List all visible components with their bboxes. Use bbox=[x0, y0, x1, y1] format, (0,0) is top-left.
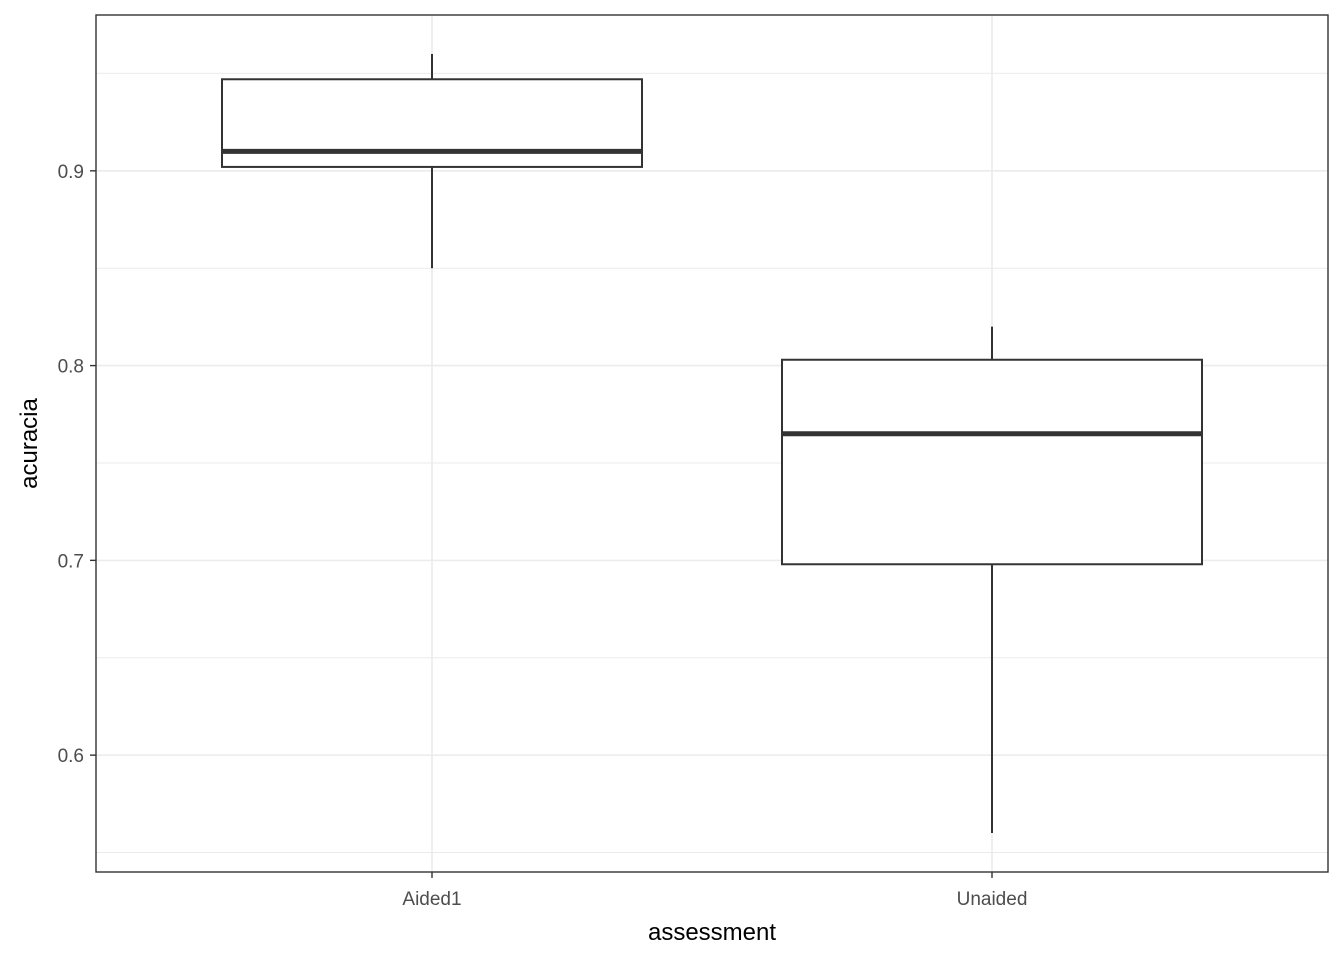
iqr-box bbox=[781, 358, 1203, 566]
x-tick-label: Unaided bbox=[957, 889, 1028, 910]
box-unaided bbox=[781, 326, 1203, 834]
y-tick-label: 0.7 bbox=[58, 551, 84, 572]
box-aided1 bbox=[221, 53, 643, 269]
panel-border bbox=[95, 14, 1329, 873]
major-gridlines bbox=[96, 15, 1328, 872]
x-tick-label: Aided1 bbox=[402, 889, 461, 910]
x-axis-title: assessment bbox=[648, 919, 776, 946]
y-axis-title: acuracia bbox=[16, 397, 43, 488]
minor-gridlines bbox=[96, 72, 1328, 854]
y-tick-label: 0.9 bbox=[58, 162, 84, 183]
y-tick-label: 0.6 bbox=[58, 746, 84, 767]
y-axis: 0.6 0.7 0.8 0.9 bbox=[58, 162, 96, 767]
x-axis: Aided1 Unaided bbox=[402, 872, 1027, 910]
y-tick-label: 0.8 bbox=[58, 357, 84, 378]
boxes bbox=[221, 53, 1203, 834]
